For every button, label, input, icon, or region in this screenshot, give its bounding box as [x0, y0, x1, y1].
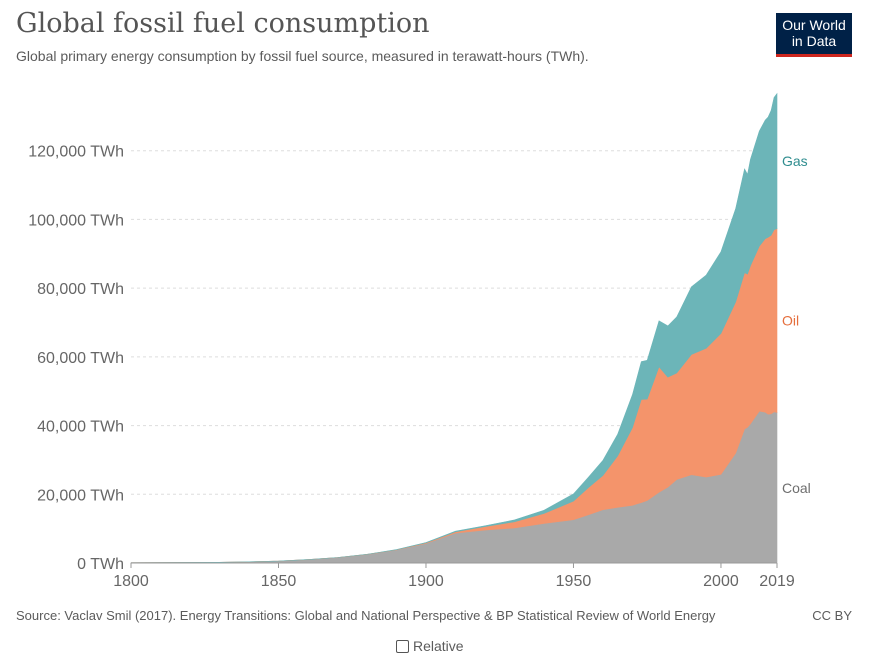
chart-areas	[130, 92, 778, 564]
chart-subtitle: Global primary energy consumption by fos…	[16, 48, 589, 64]
x-tick-label: 2000	[703, 573, 739, 590]
logo-line-2: in Data	[791, 33, 837, 49]
series-label-coal: Coal	[782, 480, 811, 496]
x-tick-label: 1900	[408, 573, 444, 590]
x-tick-label: 1950	[556, 573, 592, 590]
x-tick-label: 2019	[759, 573, 795, 590]
license-link[interactable]: CC BY	[812, 608, 852, 623]
y-tick-label: 120,000 TWh	[28, 144, 124, 161]
y-tick-label: 0 TWh	[77, 556, 124, 573]
y-tick-label: 20,000 TWh	[37, 487, 124, 504]
y-tick-label: 100,000 TWh	[28, 212, 124, 229]
y-tick-label: 80,000 TWh	[37, 281, 124, 298]
area-chart[interactable]: 0 TWh 20,000 TWh 40,000 TWh 60,000 TWh 80,00…	[0, 0, 873, 600]
area-gas[interactable]	[130, 92, 778, 563]
owid-logo[interactable]: Our World in Data	[776, 13, 852, 57]
x-tick-label: 1850	[261, 573, 297, 590]
relative-label: Relative	[413, 638, 464, 654]
series-label-oil: Oil	[782, 313, 799, 329]
y-axis-ticks: 0 TWh 20,000 TWh 40,000 TWh 60,000 TWh 80,00…	[28, 144, 124, 573]
x-axis-ticks: 1800 1850 1900 1950 2000 2019	[113, 562, 795, 590]
series-label-gas: Gas	[782, 153, 808, 169]
y-tick-label: 60,000 TWh	[37, 350, 124, 367]
series-labels: Coal Oil Gas	[782, 153, 811, 496]
logo-line-1: Our World	[782, 17, 846, 33]
y-tick-label: 40,000 TWh	[37, 419, 124, 436]
x-tick-label: 1800	[113, 573, 149, 590]
chart-title: Global fossil fuel consumption	[16, 8, 430, 39]
relative-toggle[interactable]: Relative	[396, 638, 464, 654]
relative-checkbox[interactable]	[396, 639, 409, 653]
source-note: Source: Vaclav Smil (2017). Energy Trans…	[16, 608, 716, 623]
